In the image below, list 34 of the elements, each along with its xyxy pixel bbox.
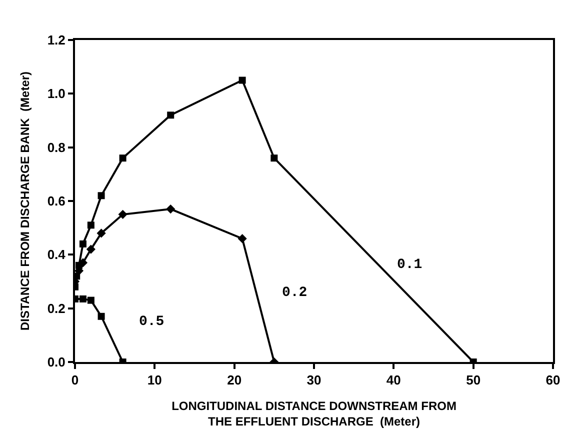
y-tick-label: 0.6: [47, 194, 66, 209]
y-tick-label: 0.8: [47, 140, 66, 155]
point: [79, 240, 86, 248]
y-tick-label: 0.4: [47, 247, 66, 262]
x-tick-label: 40: [386, 372, 401, 388]
y-tick-label: 0.2: [47, 300, 66, 316]
point: [96, 228, 106, 238]
y-tick-label: 0.0: [47, 354, 66, 370]
point: [238, 234, 247, 244]
point: [167, 112, 174, 119]
x-tick-label: 50: [466, 372, 481, 388]
x-tick-label: 10: [147, 372, 162, 388]
point: [166, 204, 176, 214]
text: 0.5: [139, 314, 164, 330]
series-label: 0.1: [397, 257, 422, 273]
x-tick-label: 20: [227, 372, 242, 388]
point: [86, 244, 96, 254]
x-tick-label: 30: [306, 372, 322, 388]
point: [118, 210, 128, 219]
point: [238, 76, 246, 84]
point: [270, 154, 278, 162]
x-tick-label: 60: [546, 372, 560, 388]
point: [98, 192, 105, 200]
y-tick-label: 1.2: [47, 32, 66, 48]
x-tick-label: 0: [71, 372, 79, 388]
point: [79, 295, 86, 302]
point: [87, 296, 94, 304]
x-axis-title: LONGITUDINAL DISTANCE DOWNSTREAM FROM THE EFFLUENT DISCHARGE (Meter): [172, 399, 456, 429]
y-axis-title: DISTANCE FROM DISCHARGE BANK (Meter): [18, 71, 32, 331]
point: [87, 222, 94, 229]
y-tick-label: 1.0: [47, 86, 66, 102]
series-label: 0.2: [282, 285, 308, 301]
point: [98, 312, 105, 320]
point: [119, 154, 126, 162]
